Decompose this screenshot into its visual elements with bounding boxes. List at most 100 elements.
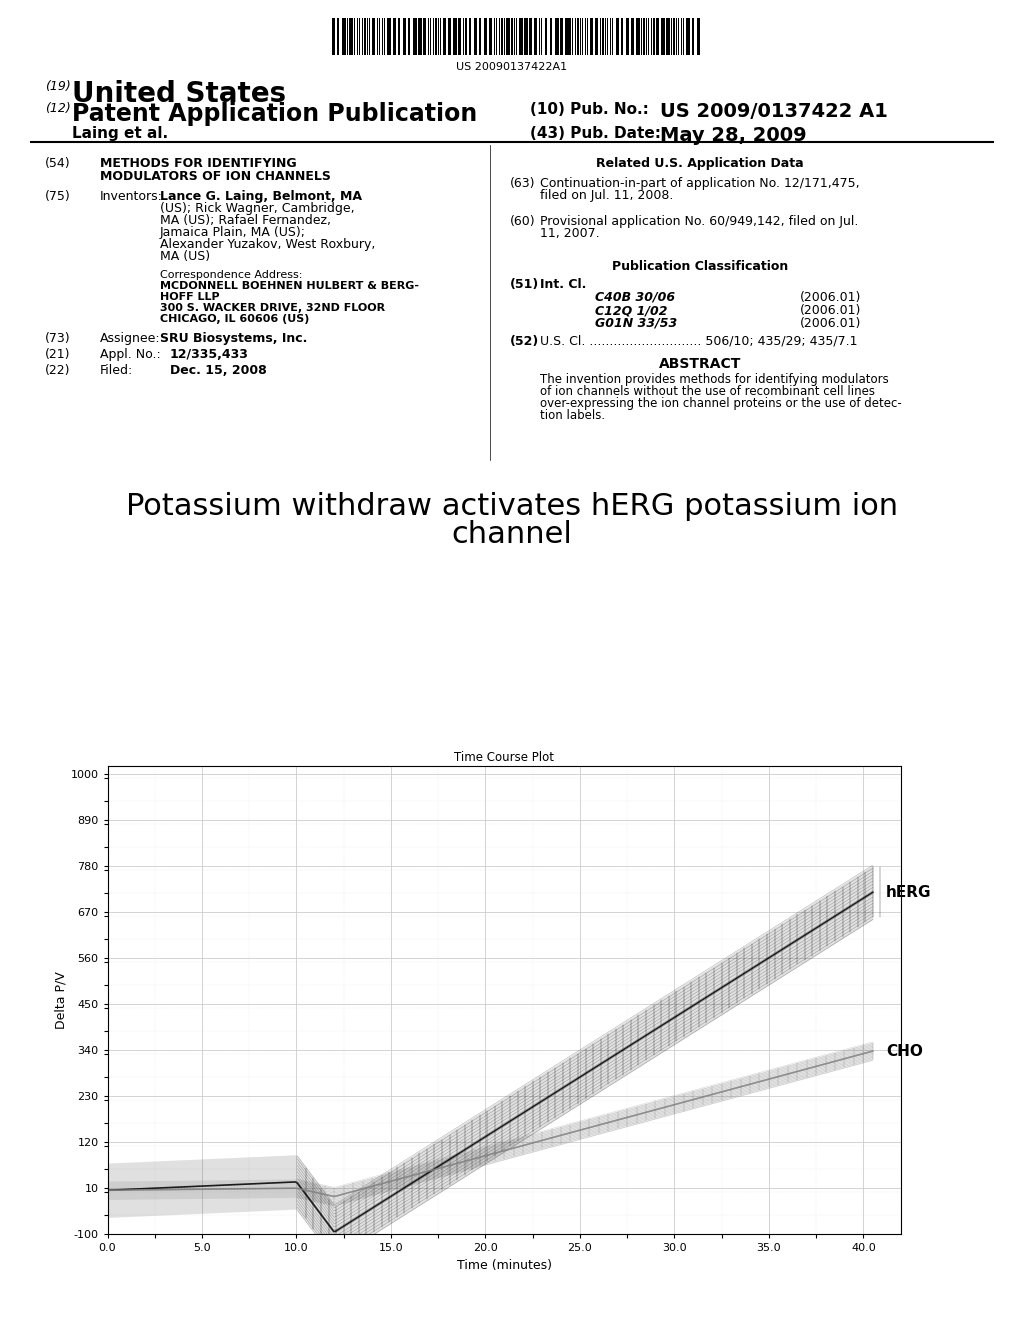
Text: (43) Pub. Date:: (43) Pub. Date:	[530, 125, 662, 141]
Bar	[423, 18, 426, 55]
Text: (2006.01): (2006.01)	[800, 317, 861, 330]
Text: MODULATORS OF ION CHANNELS: MODULATORS OF ION CHANNELS	[100, 170, 331, 183]
Text: Filed:: Filed:	[100, 364, 133, 378]
Text: 300 S. WACKER DRIVE, 32ND FLOOR: 300 S. WACKER DRIVE, 32ND FLOOR	[160, 304, 385, 313]
Text: (12): (12)	[45, 102, 71, 115]
Text: Inventors:: Inventors:	[100, 190, 163, 203]
Bar	[418, 18, 421, 55]
Bar	[566, 18, 569, 55]
Text: Lance G. Laing, Belmont, MA: Lance G. Laing, Belmont, MA	[160, 190, 362, 203]
Text: Jamaica Plain, MA (US);: Jamaica Plain, MA (US);	[160, 226, 306, 239]
Text: (2006.01): (2006.01)	[800, 290, 861, 304]
Text: ABSTRACT: ABSTRACT	[658, 356, 741, 371]
Bar	[435, 18, 437, 55]
X-axis label: Time (minutes): Time (minutes)	[457, 1259, 552, 1271]
Text: METHODS FOR IDENTIFYING: METHODS FOR IDENTIFYING	[100, 157, 297, 170]
Text: SRU Biosystems, Inc.: SRU Biosystems, Inc.	[160, 333, 307, 345]
Text: over-expressing the ion channel proteins or the use of detec-: over-expressing the ion channel proteins…	[540, 397, 902, 411]
Text: HOFF LLP: HOFF LLP	[160, 292, 219, 302]
Bar	[696, 18, 698, 55]
Bar	[556, 18, 559, 55]
Bar	[521, 18, 523, 55]
Text: (73): (73)	[45, 333, 71, 345]
Bar	[501, 18, 503, 55]
Bar	[364, 18, 366, 55]
Text: MA (US): MA (US)	[160, 249, 210, 263]
Bar	[387, 18, 390, 55]
Bar	[483, 18, 485, 55]
Text: MA (US); Rafael Fernandez,: MA (US); Rafael Fernandez,	[160, 214, 331, 227]
Text: 11, 2007.: 11, 2007.	[540, 227, 600, 240]
Bar	[478, 18, 480, 55]
Bar	[535, 18, 537, 55]
Text: C40B 30/06: C40B 30/06	[595, 290, 675, 304]
Text: (52): (52)	[510, 335, 540, 348]
Text: Patent Application Publication: Patent Application Publication	[72, 102, 477, 125]
Bar	[402, 18, 406, 55]
Text: (US); Rick Wagner, Cambridge,: (US); Rick Wagner, Cambridge,	[160, 202, 354, 215]
Bar	[652, 18, 654, 55]
Text: US 2009/0137422 A1: US 2009/0137422 A1	[660, 102, 888, 121]
Bar	[519, 18, 522, 55]
Bar	[642, 18, 644, 55]
Bar	[628, 18, 630, 55]
Text: U.S. Cl. ............................ 506/10; 435/29; 435/7.1: U.S. Cl. ............................ 50…	[540, 335, 857, 348]
Bar	[524, 18, 526, 55]
Text: filed on Jul. 11, 2008.: filed on Jul. 11, 2008.	[540, 189, 674, 202]
Text: Appl. No.:: Appl. No.:	[100, 348, 161, 360]
Text: channel: channel	[452, 520, 572, 549]
Text: (22): (22)	[45, 364, 71, 378]
Bar	[590, 18, 593, 55]
Bar	[334, 18, 336, 55]
Bar	[332, 18, 335, 55]
Text: (51): (51)	[510, 279, 540, 290]
Text: 12/335,433: 12/335,433	[170, 348, 249, 360]
Bar	[511, 18, 513, 55]
Text: Publication Classification: Publication Classification	[612, 260, 788, 273]
Bar	[565, 18, 568, 55]
Bar	[506, 18, 509, 55]
Bar	[394, 18, 396, 55]
Bar	[638, 18, 640, 55]
Bar	[455, 18, 457, 55]
Text: Potassium withdraw activates hERG potassium ion: Potassium withdraw activates hERG potass…	[126, 492, 898, 521]
Bar	[698, 18, 700, 55]
Text: Laing et al.: Laing et al.	[72, 125, 168, 141]
Bar	[415, 18, 418, 55]
Bar	[656, 18, 658, 55]
Text: Related U.S. Application Data: Related U.S. Application Data	[596, 157, 804, 170]
Text: (19): (19)	[45, 81, 71, 92]
Text: May 28, 2009: May 28, 2009	[660, 125, 807, 145]
Bar	[529, 18, 531, 55]
Bar	[617, 18, 620, 55]
Bar	[420, 18, 422, 55]
Bar	[668, 18, 670, 55]
Bar	[485, 18, 487, 55]
Text: Dec. 15, 2008: Dec. 15, 2008	[170, 364, 266, 378]
Title: Time Course Plot: Time Course Plot	[455, 751, 554, 764]
Bar	[459, 18, 461, 55]
Bar	[443, 18, 445, 55]
Text: tion labels.: tion labels.	[540, 409, 605, 422]
Bar	[663, 18, 665, 55]
Bar	[465, 18, 467, 55]
Bar	[667, 18, 669, 55]
Text: United States: United States	[72, 81, 286, 108]
Bar	[686, 18, 688, 55]
Bar	[348, 18, 351, 55]
Text: G01N 33/53: G01N 33/53	[595, 317, 677, 330]
Bar	[561, 18, 563, 55]
Text: CHO: CHO	[886, 1044, 923, 1059]
Text: The invention provides methods for identifying modulators: The invention provides methods for ident…	[540, 374, 889, 385]
Bar	[342, 18, 344, 55]
Bar	[662, 18, 664, 55]
Text: CHICAGO, IL 60606 (US): CHICAGO, IL 60606 (US)	[160, 314, 309, 323]
Text: (75): (75)	[45, 190, 71, 203]
Text: of ion channels without the use of recombinant cell lines: of ion channels without the use of recom…	[540, 385, 874, 399]
Bar	[688, 18, 690, 55]
Y-axis label: Delta P/V: Delta P/V	[54, 972, 68, 1028]
Bar	[389, 18, 391, 55]
Text: Provisional application No. 60/949,142, filed on Jul.: Provisional application No. 60/949,142, …	[540, 215, 858, 228]
Text: (54): (54)	[45, 157, 71, 170]
Bar	[343, 18, 345, 55]
